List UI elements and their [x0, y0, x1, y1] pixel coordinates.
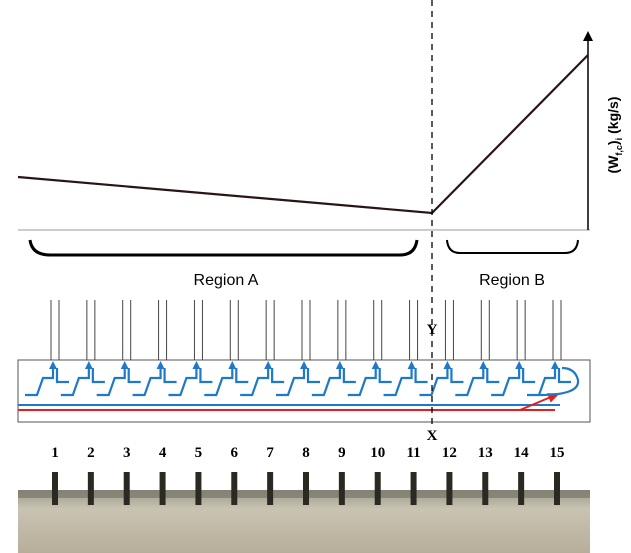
- flow-return: [165, 368, 177, 382]
- flow-return: [487, 368, 499, 382]
- flow-arrow: [491, 365, 519, 395]
- channel-number: 9: [338, 445, 346, 461]
- channel-number: 3: [123, 445, 131, 461]
- flow-arrow: [25, 365, 53, 395]
- axis-label-sub: f,c: [614, 145, 624, 156]
- channel-number: 15: [550, 445, 565, 461]
- photo-post: [339, 472, 345, 505]
- photo-post: [303, 472, 309, 505]
- channel-number: 14: [514, 445, 530, 461]
- flow-arrow: [384, 365, 412, 395]
- channel-number: 12: [442, 445, 457, 461]
- flow-arrow: [348, 365, 376, 395]
- flow-return: [344, 368, 356, 382]
- channel-number: 5: [195, 445, 203, 461]
- flow-arrow: [240, 365, 268, 395]
- channel-number: 6: [231, 445, 239, 461]
- photo-post: [411, 472, 417, 505]
- flow-return: [93, 368, 105, 382]
- photo-post: [554, 472, 560, 505]
- flow-return: [57, 368, 69, 382]
- flow-return: [200, 368, 212, 382]
- flow-arrow: [61, 365, 89, 395]
- brace: [30, 240, 417, 255]
- axis-label-sub: i: [614, 138, 624, 141]
- axis-label: (Wf,c)i(kg/s): [605, 97, 624, 174]
- region-label: Region A: [194, 272, 259, 289]
- flow-arrow: [455, 365, 483, 395]
- flow-arrow: [133, 365, 161, 395]
- region-label: Region B: [479, 272, 545, 289]
- axis-label-part: (W: [605, 155, 621, 174]
- flow-arrow: [276, 365, 304, 395]
- flow-return: [451, 368, 463, 382]
- flow-arrow: [168, 365, 196, 395]
- channel-number: 10: [370, 445, 385, 461]
- channel-number: 1: [51, 445, 59, 461]
- channel-number: 7: [266, 445, 274, 461]
- flow-return: [308, 368, 320, 382]
- figure: (Wf,c)i(kg/s) Region A Region B Y X 1234…: [0, 0, 631, 553]
- photo-post: [267, 472, 273, 505]
- photo-post: [160, 472, 166, 505]
- channel-number: 4: [159, 445, 167, 461]
- flow-return: [380, 368, 392, 382]
- photo-post: [195, 472, 201, 505]
- flow-arrow: [527, 365, 555, 395]
- flow-arrow: [204, 365, 232, 395]
- red-arrow: [520, 394, 558, 410]
- photo-post: [88, 472, 94, 505]
- flow-return: [236, 368, 248, 382]
- channel-number: 2: [87, 445, 95, 461]
- channel-number: 11: [406, 445, 420, 461]
- flow-return: [416, 368, 428, 382]
- channel-number: 8: [302, 445, 310, 461]
- axis-label-unit: (kg/s): [605, 97, 621, 134]
- photo-post: [446, 472, 452, 505]
- marker-label: Y: [427, 322, 438, 338]
- photo-post: [52, 472, 58, 505]
- photo-post: [518, 472, 524, 505]
- channel-number: 13: [478, 445, 493, 461]
- channels: [25, 300, 571, 395]
- brace: [447, 240, 578, 253]
- marker-label: X: [427, 428, 438, 444]
- flow-arrow: [97, 365, 125, 395]
- flow-line: [18, 55, 588, 213]
- photo-post: [375, 472, 381, 505]
- flow-return: [523, 368, 535, 382]
- flow-arrow: [312, 365, 340, 395]
- flow-return: [272, 368, 284, 382]
- photo-post: [124, 472, 130, 505]
- photo-post: [231, 472, 237, 505]
- flow-return: [129, 368, 141, 382]
- flow-arrow: [419, 365, 447, 395]
- photo-post: [482, 472, 488, 505]
